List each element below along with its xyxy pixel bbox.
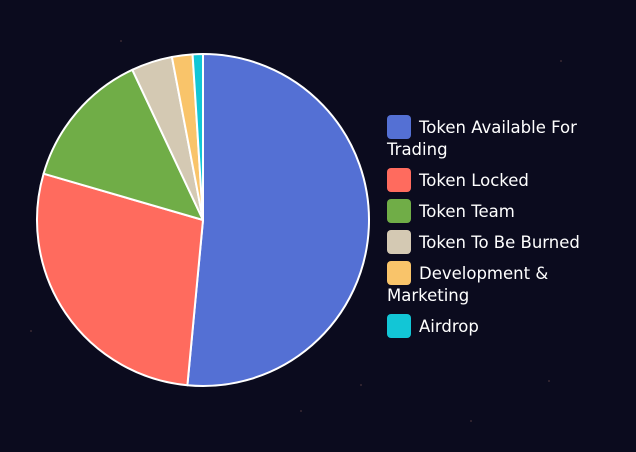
legend-label: Token To Be Burned (419, 233, 580, 252)
pie-slice-token-available-for-trading[interactable] (186, 53, 370, 387)
background-speck (360, 384, 362, 386)
legend-item-token-available-for-trading[interactable]: Token Available For Trading (387, 115, 622, 161)
background-speck (560, 60, 562, 62)
legend-label: Token Locked (419, 171, 529, 190)
legend-swatch (387, 314, 411, 338)
pie-slice-token-team[interactable] (42, 68, 204, 221)
legend-item-token-to-be-burned[interactable]: Token To Be Burned (387, 230, 622, 254)
legend-label: Token Available For Trading (387, 118, 577, 159)
background-speck (300, 410, 302, 412)
legend-item-token-locked[interactable]: Token Locked (387, 168, 622, 192)
legend-item-development-marketing[interactable]: Development & Marketing (387, 261, 622, 307)
legend-item-airdrop[interactable]: Airdrop (387, 314, 622, 338)
legend-swatch (387, 115, 411, 139)
legend-swatch (387, 230, 411, 254)
legend-label: Development & Marketing (387, 264, 549, 305)
legend-label: Airdrop (419, 317, 479, 336)
legend-item-token-team[interactable]: Token Team (387, 199, 622, 223)
legend-swatch (387, 168, 411, 192)
chart-legend: Token Available For Trading Token Locked… (387, 115, 622, 345)
background-speck (30, 330, 32, 332)
legend-label: Token Team (419, 202, 515, 221)
legend-swatch (387, 261, 411, 285)
legend-swatch (387, 199, 411, 223)
background-speck (548, 380, 550, 382)
pie-slice-airdrop[interactable] (191, 53, 204, 221)
background-speck (470, 420, 472, 422)
background-speck (120, 40, 122, 42)
pie-slice-token-locked[interactable] (36, 172, 204, 387)
